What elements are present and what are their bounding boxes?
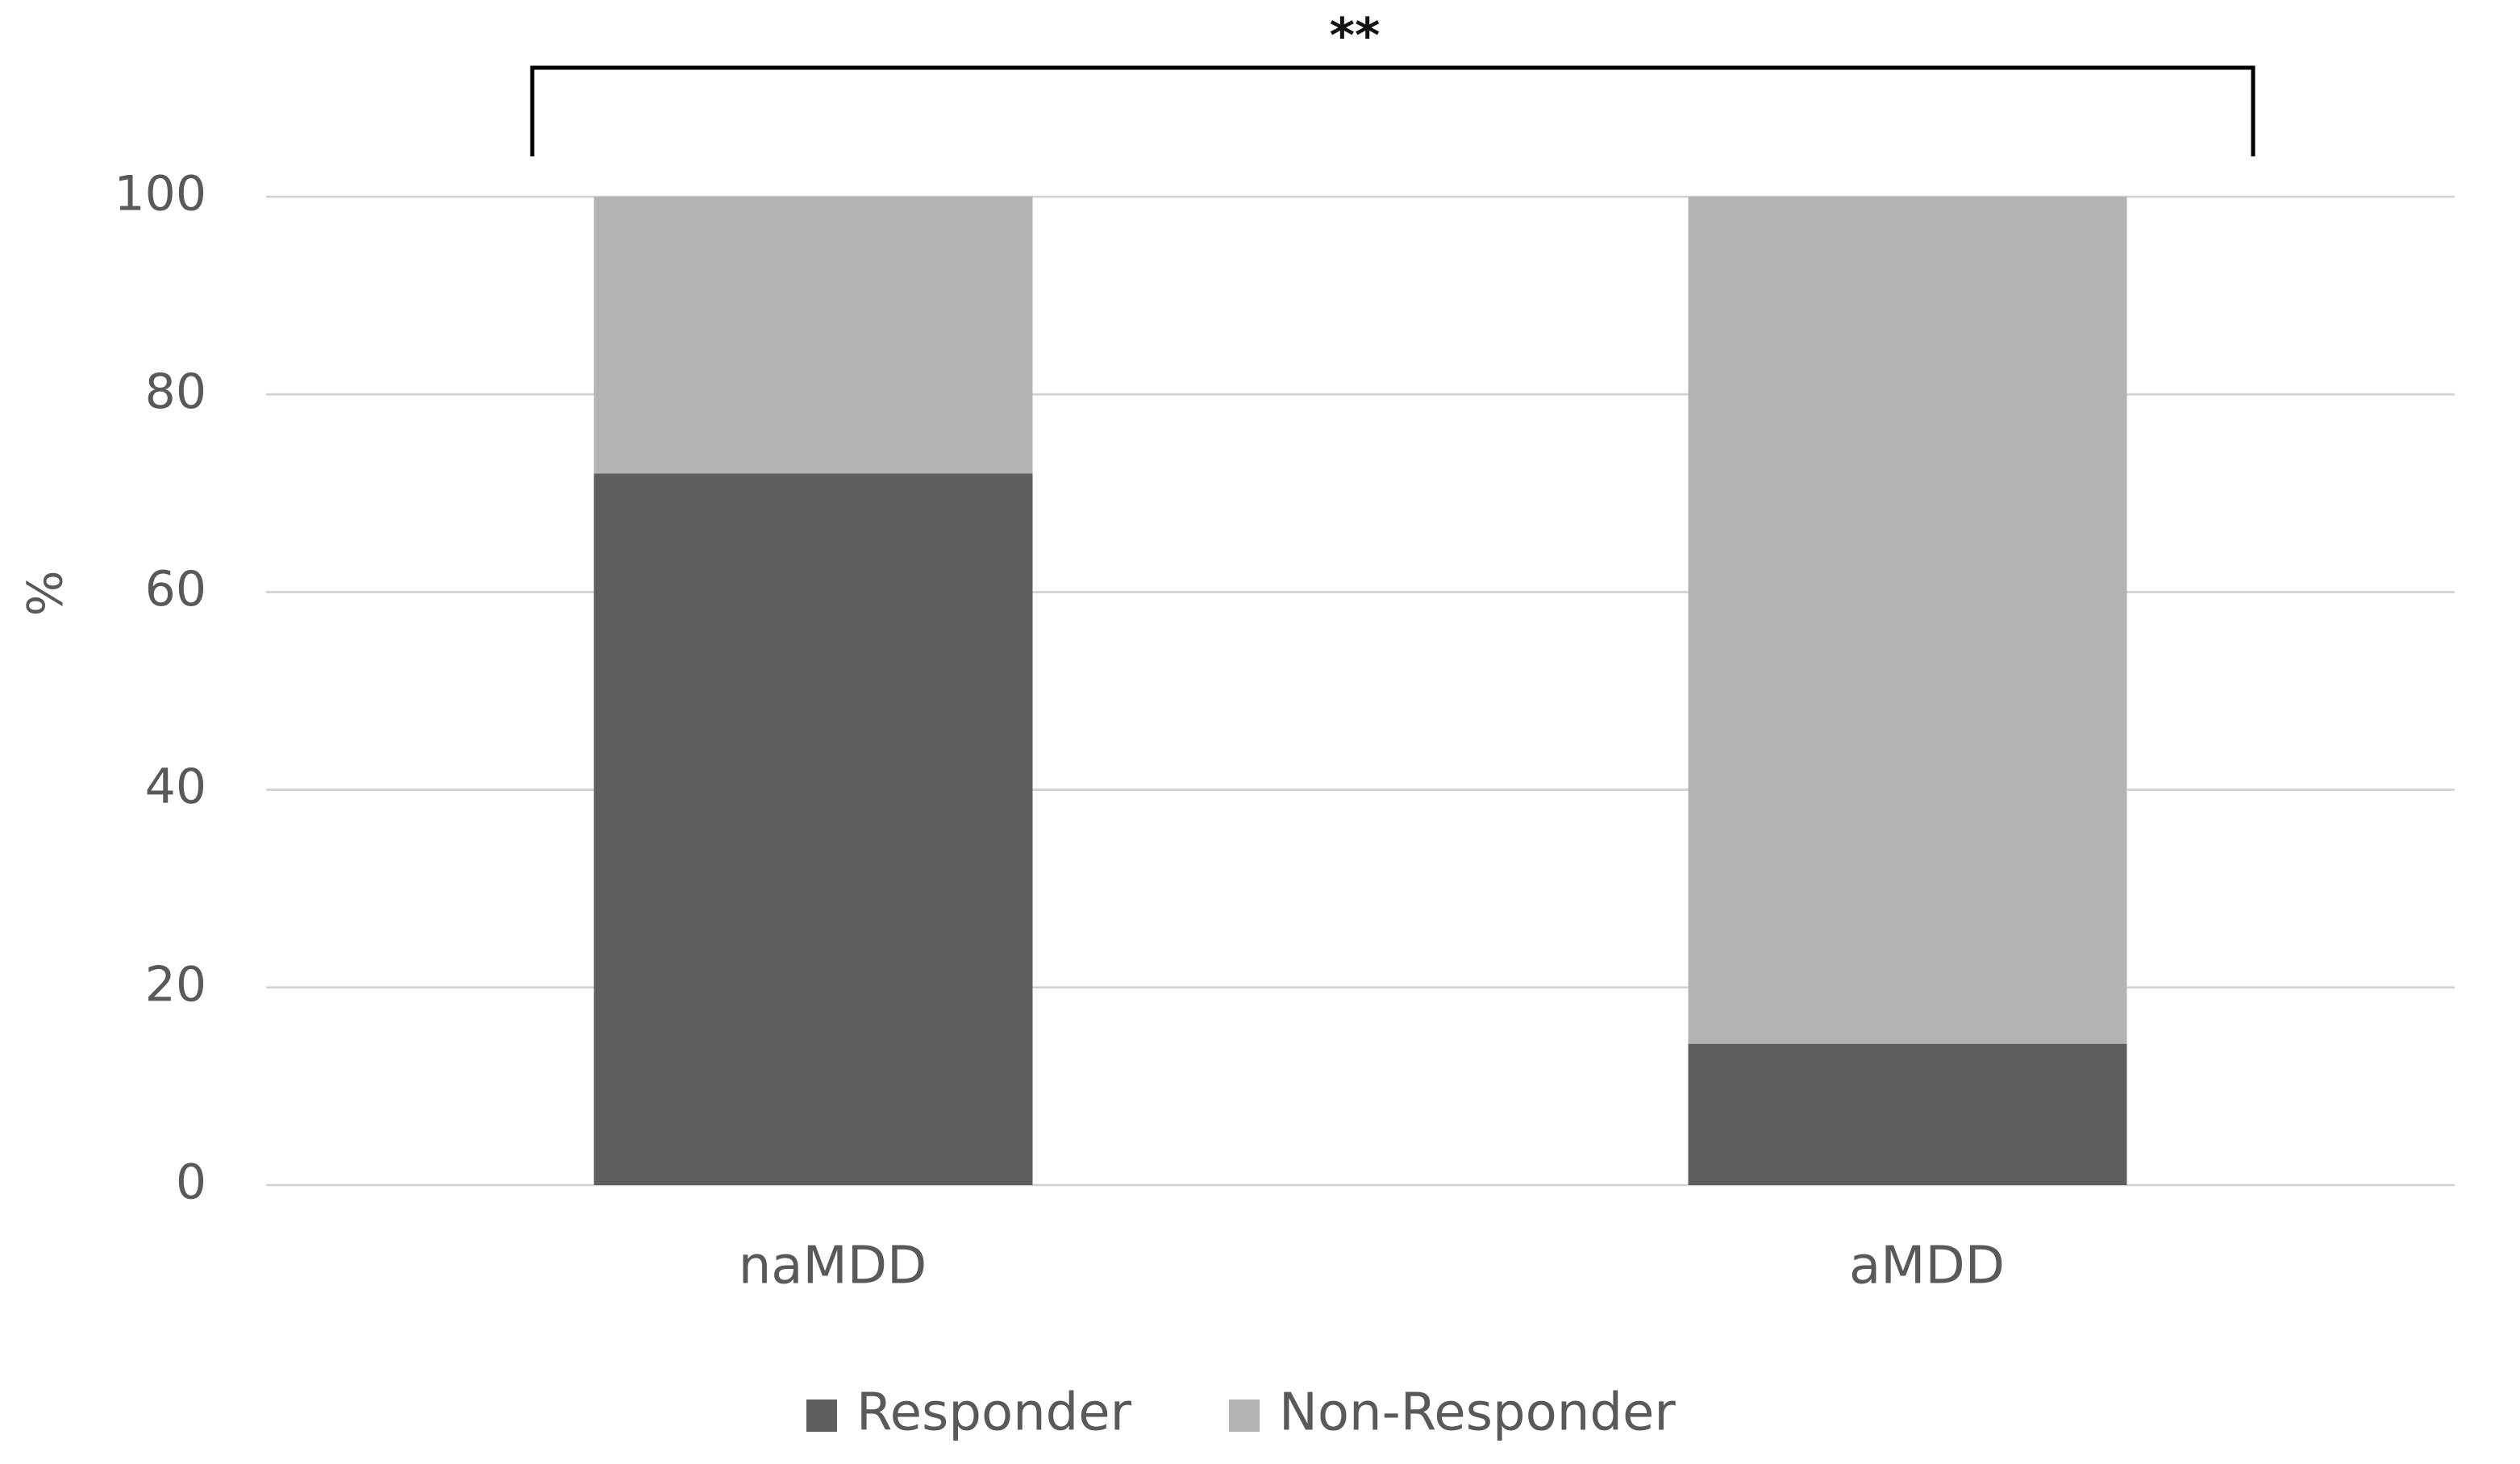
significance-annotation: ** (1330, 8, 1381, 64)
bar-segment (1688, 1043, 2127, 1185)
y-tick-label: 100 (114, 166, 206, 223)
y-tick-label: 80 (145, 364, 206, 420)
y-tick-label: 20 (145, 956, 206, 1013)
legend-label: Responder (856, 1383, 1132, 1443)
bar-segment (594, 197, 1033, 474)
legend-label: Non-Responder (1279, 1383, 1676, 1443)
x-tick-label: naMDD (739, 1237, 927, 1296)
y-tick-label: 60 (145, 561, 206, 618)
legend-swatch (1229, 1400, 1260, 1432)
significance-bracket (530, 65, 2256, 156)
y-tick-label: 0 (176, 1154, 206, 1211)
bar-segment (1688, 197, 2127, 1044)
x-tick-label: aMDD (1849, 1237, 2005, 1296)
bar-segment (594, 473, 1033, 1185)
y-tick-label: 40 (145, 759, 206, 815)
y-axis-label: % (18, 570, 74, 616)
legend-swatch (806, 1400, 837, 1432)
